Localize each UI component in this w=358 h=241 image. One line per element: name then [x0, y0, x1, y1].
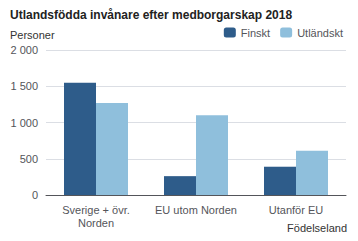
svg-text:Födelseland: Födelseland — [287, 222, 347, 234]
svg-text:1 500: 1 500 — [10, 80, 38, 92]
svg-text:2 000: 2 000 — [10, 44, 38, 56]
svg-text:Personer: Personer — [10, 29, 55, 41]
svg-text:Sverige + övr.: Sverige + övr. — [62, 204, 130, 216]
svg-text:Finskt: Finskt — [241, 27, 270, 39]
svg-text:Norden: Norden — [78, 217, 114, 229]
svg-text:EU utom Norden: EU utom Norden — [155, 204, 237, 216]
svg-text:1 000: 1 000 — [10, 117, 38, 129]
svg-text:Utländskt: Utländskt — [297, 27, 343, 39]
svg-text:Utlandsfödda invånare efter me: Utlandsfödda invånare efter medborgarska… — [10, 8, 292, 22]
svg-text:500: 500 — [20, 153, 38, 165]
svg-text:Utanför EU: Utanför EU — [269, 204, 323, 216]
svg-text:0: 0 — [32, 189, 38, 201]
